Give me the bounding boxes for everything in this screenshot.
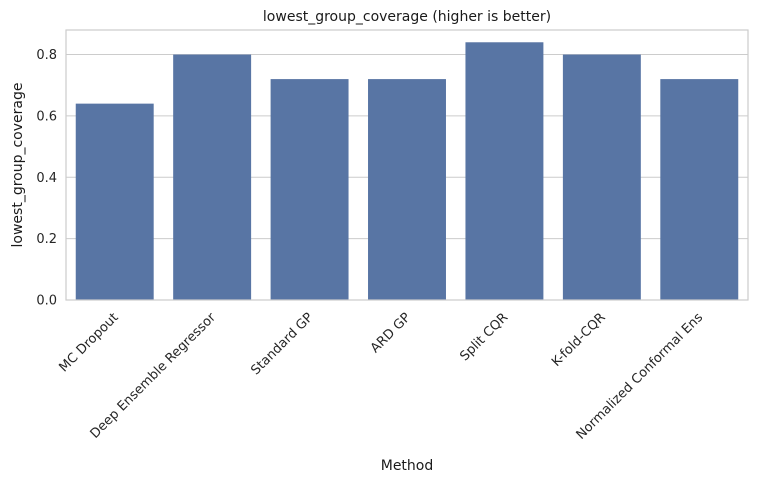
bar-layer xyxy=(75,42,739,301)
bar-deep-ensemble-regressor xyxy=(173,54,252,300)
bar-standard-gp xyxy=(270,79,349,300)
x-tick-label: Split CQR xyxy=(457,310,511,364)
y-tick-labels: 0.0 0.2 0.4 0.6 0.8 xyxy=(36,48,57,308)
y-tick-label: 0.0 xyxy=(36,294,57,309)
bar-ard-gp xyxy=(368,79,446,300)
bar-split-cqr xyxy=(465,42,544,300)
bar-normalized-conformal-ens xyxy=(660,79,739,300)
y-tick-label: 0.2 xyxy=(36,232,57,247)
x-tick-label: MC Dropout xyxy=(56,310,121,375)
x-tick-label: K-fold-CQR xyxy=(549,310,609,370)
plot-frame xyxy=(65,29,749,301)
y-axis-label: lowest_group_coverage xyxy=(10,83,26,248)
chart-title: lowest_group_coverage (higher is better) xyxy=(263,9,551,25)
bar-mc-dropout xyxy=(75,103,154,301)
x-axis-label: Method xyxy=(381,458,434,474)
y-tick-label: 0.6 xyxy=(36,109,57,124)
x-tick-label: Standard GP xyxy=(248,310,316,378)
y-tick-label: 0.4 xyxy=(36,171,57,186)
y-tick-label: 0.8 xyxy=(36,48,57,63)
x-tick-label: ARD GP xyxy=(368,310,414,356)
bar-k-fold-cqr xyxy=(562,54,641,300)
